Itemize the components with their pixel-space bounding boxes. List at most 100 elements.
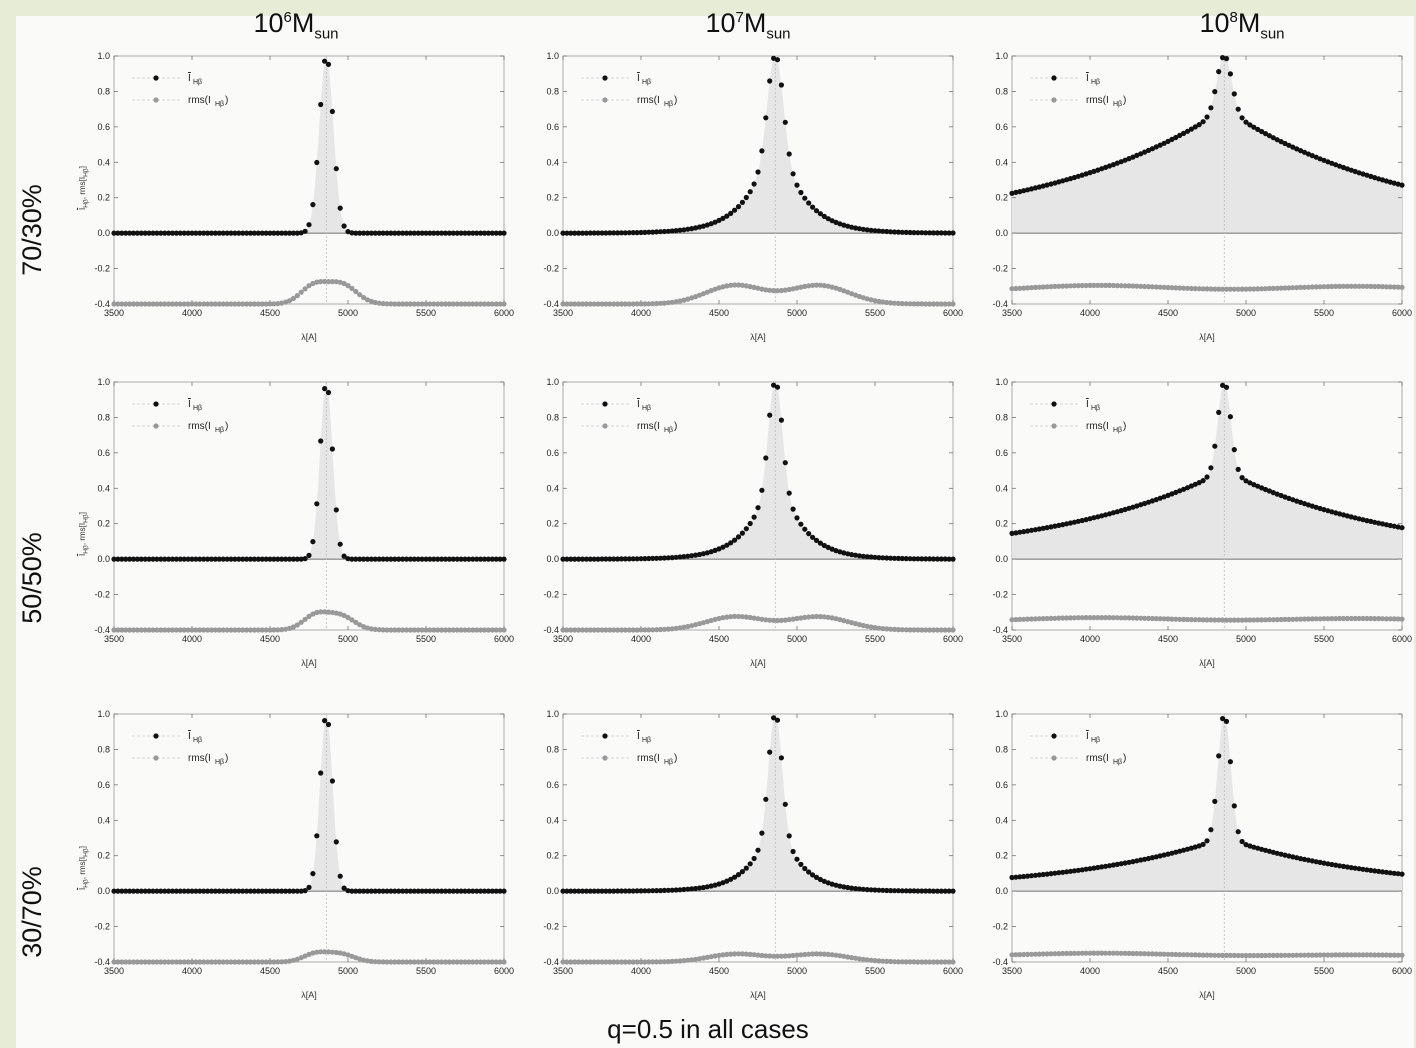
mean-point <box>615 556 621 562</box>
mean-point <box>1017 189 1023 195</box>
rms-point <box>1305 284 1311 290</box>
mean-point <box>1138 151 1144 157</box>
legend-marker-rms <box>602 755 608 761</box>
rms-point <box>650 301 656 307</box>
mean-point <box>1157 853 1163 859</box>
mean-point <box>907 229 913 236</box>
mean-point <box>240 556 246 562</box>
rms-point <box>290 957 296 963</box>
mean-point <box>466 556 472 562</box>
rms-point <box>841 288 847 294</box>
rms-point <box>763 617 769 623</box>
y-tick-label: -0.4 <box>543 625 559 635</box>
mean-point <box>790 848 796 855</box>
rms-point <box>1056 951 1062 957</box>
mean-point <box>1106 863 1113 869</box>
x-tick-label: 4000 <box>182 966 202 976</box>
rms-point <box>1379 952 1386 958</box>
rms-point <box>845 619 851 625</box>
mean-point <box>1282 494 1288 500</box>
mean-point <box>1153 144 1159 150</box>
rms-point <box>1200 617 1206 623</box>
rms-point <box>794 615 800 622</box>
mean-point <box>743 526 749 532</box>
mean-point <box>205 230 211 236</box>
mean-point <box>353 556 359 562</box>
y-tick-label: 1.0 <box>546 51 559 61</box>
mean-point <box>755 505 761 511</box>
mean-point <box>1192 481 1198 487</box>
mean-point <box>1173 849 1179 855</box>
rms-point <box>642 301 648 307</box>
y-tick-label: 0.6 <box>97 780 110 790</box>
rms-point <box>1278 952 1284 958</box>
mean-point <box>778 82 784 88</box>
mean-point <box>1321 157 1327 163</box>
rms-point <box>693 956 699 962</box>
rms-point <box>884 626 890 632</box>
mean-point <box>712 219 718 225</box>
mean-point <box>825 880 831 886</box>
rms-point <box>154 301 160 307</box>
rms-point <box>782 617 788 623</box>
rms-point <box>728 951 734 957</box>
rms-point <box>1348 615 1354 622</box>
mean-point <box>333 166 339 172</box>
mean-point <box>212 556 218 562</box>
rms-point <box>724 951 730 957</box>
rms-point <box>1290 616 1296 622</box>
rms-point <box>294 956 300 962</box>
rms-point <box>1317 616 1323 622</box>
mean-point <box>1379 521 1386 527</box>
rms-point <box>111 301 117 307</box>
rms-point <box>1247 952 1253 959</box>
rms-point <box>1025 616 1031 622</box>
rms-point <box>1083 950 1089 956</box>
rms-point <box>946 959 952 965</box>
rms-point <box>314 279 320 285</box>
mean-point <box>423 230 429 236</box>
rms-point <box>478 301 484 307</box>
x-tick-label: 5500 <box>1314 966 1334 976</box>
rms-point <box>622 301 628 307</box>
rms-point <box>669 958 675 964</box>
rms-point <box>572 959 578 965</box>
mean-point <box>357 556 363 562</box>
mean-point <box>771 55 777 61</box>
mean-point <box>1387 522 1393 529</box>
mean-point <box>166 556 172 562</box>
mean-point <box>1266 488 1272 494</box>
rms-point <box>329 609 335 616</box>
legend-label-rms: rms(I <box>637 95 660 106</box>
mean-point <box>1290 497 1296 503</box>
mean-point <box>1036 526 1042 532</box>
mean-point <box>767 749 773 755</box>
mean-point <box>700 223 706 229</box>
rms-point <box>158 959 164 965</box>
mean-point <box>1184 128 1191 134</box>
mean-point <box>177 888 183 894</box>
rms-point <box>946 627 952 633</box>
mean-point <box>685 886 691 892</box>
mean-point <box>384 556 390 562</box>
mean-point <box>1262 847 1269 853</box>
mean-point <box>1364 867 1370 873</box>
rms-point <box>169 959 176 965</box>
rms-point <box>1321 952 1327 958</box>
rms-point <box>1220 286 1226 292</box>
mean-point <box>431 230 437 236</box>
mean-point <box>661 228 667 235</box>
mean-point <box>127 230 133 236</box>
mean-point <box>322 718 328 724</box>
rms-point <box>708 288 714 294</box>
mean-point <box>481 556 488 562</box>
mean-point <box>665 555 671 561</box>
rms-point <box>790 616 796 622</box>
mean-point <box>806 869 812 875</box>
rms-point <box>872 625 878 631</box>
mean-point <box>849 224 855 230</box>
y-tick-label: 0.6 <box>995 448 1008 458</box>
mean-point <box>583 230 589 236</box>
rms-point <box>173 627 179 633</box>
